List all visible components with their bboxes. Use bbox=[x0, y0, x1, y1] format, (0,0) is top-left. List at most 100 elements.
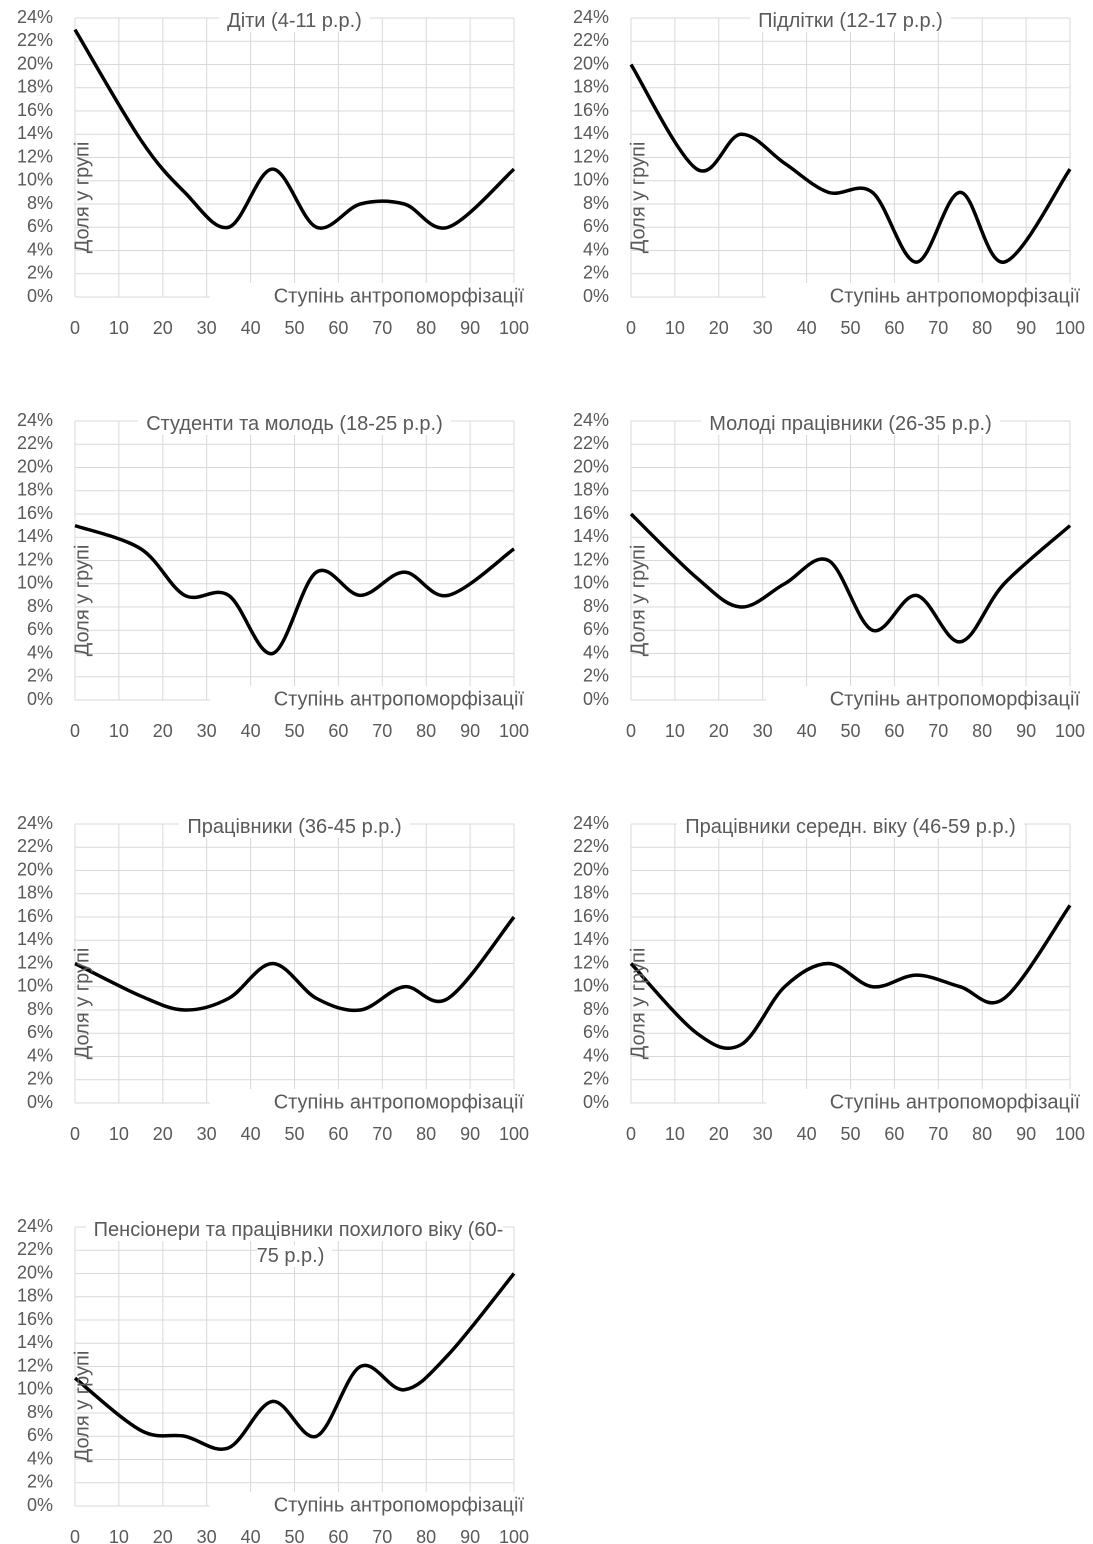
x-tick-label: 70 bbox=[372, 1527, 392, 1544]
y-tick-label: 8% bbox=[27, 1402, 53, 1422]
y-tick-label: 18% bbox=[573, 480, 609, 500]
title-box: Працівники (36-45 р.р.) bbox=[179, 816, 410, 838]
y-tick-label: 24% bbox=[17, 1216, 53, 1236]
x-axis-label-bg bbox=[210, 1492, 526, 1520]
y-tick-label: 20% bbox=[17, 53, 53, 73]
x-tick-label: 10 bbox=[109, 721, 129, 741]
x-tick-label: 0 bbox=[626, 318, 636, 338]
chart-title-wrap: Діти (4-11 р.р.) bbox=[80, 8, 510, 34]
x-axis-label-bg bbox=[766, 283, 1082, 311]
x-tick-label: 10 bbox=[109, 318, 129, 338]
y-tick-label: 8% bbox=[27, 193, 53, 213]
x-tick-label: 40 bbox=[241, 318, 261, 338]
x-tick-label: 50 bbox=[840, 318, 860, 338]
y-tick-label: 2% bbox=[27, 1472, 53, 1492]
x-tick-label: 40 bbox=[797, 318, 817, 338]
x-tick-label: 30 bbox=[197, 721, 217, 741]
x-tick-label: 80 bbox=[416, 318, 436, 338]
x-tick-label: 0 bbox=[70, 1527, 80, 1544]
y-tick-label: 14% bbox=[573, 123, 609, 143]
y-axis-label: Доля у групі bbox=[71, 948, 93, 1060]
x-tick-label: 100 bbox=[499, 1124, 529, 1144]
x-axis-label: Ступінь антропоморфізації bbox=[274, 285, 525, 307]
y-tick-label: 20% bbox=[573, 456, 609, 476]
y-tick-label: 6% bbox=[27, 619, 53, 639]
y-tick-label: 8% bbox=[27, 999, 53, 1019]
x-axis-label: Ступінь антропоморфізації bbox=[274, 688, 525, 710]
y-tick-label: 0% bbox=[583, 286, 609, 306]
x-tick-label: 70 bbox=[928, 721, 948, 741]
x-tick-label: 30 bbox=[753, 1124, 773, 1144]
y-tick-label: 18% bbox=[17, 77, 53, 97]
x-tick-label: 90 bbox=[1016, 721, 1036, 741]
y-tick-label: 4% bbox=[583, 239, 609, 259]
y-tick-label: 12% bbox=[573, 952, 609, 972]
y-tick-label: 22% bbox=[573, 433, 609, 453]
y-tick-label: 24% bbox=[573, 7, 609, 27]
y-tick-label: 14% bbox=[17, 1332, 53, 1352]
y-tick-label: 12% bbox=[17, 146, 53, 166]
x-tick-label: 10 bbox=[665, 1124, 685, 1144]
y-tick-label: 6% bbox=[583, 1022, 609, 1042]
y-tick-label: 10% bbox=[573, 976, 609, 996]
chart-title: Працівники середн. віку (46-59 р.р.) bbox=[677, 816, 1024, 838]
y-tick-label: 14% bbox=[17, 929, 53, 949]
y-tick-label: 0% bbox=[27, 1092, 53, 1112]
x-tick-label: 90 bbox=[1016, 318, 1036, 338]
x-tick-label: 20 bbox=[709, 318, 729, 338]
x-tick-label: 70 bbox=[372, 721, 392, 741]
x-tick-label: 60 bbox=[884, 318, 904, 338]
y-tick-label: 6% bbox=[27, 1022, 53, 1042]
x-tick-label: 100 bbox=[1055, 721, 1085, 741]
chart: 0% 2% 4% 6% 8% 10% 12% 14% 16% 18% 20% 22% 24% 0 10 20 3… bbox=[17, 7, 529, 338]
x-axis-label: Ступінь антропоморфізації bbox=[274, 1494, 525, 1516]
x-tick-label: 30 bbox=[197, 1527, 217, 1544]
y-axis-label: Доля у групі bbox=[627, 545, 649, 657]
x-tick-label: 40 bbox=[241, 1527, 261, 1544]
y-tick-label: 4% bbox=[27, 1448, 53, 1468]
y-tick-label: 12% bbox=[573, 146, 609, 166]
y-tick-label: 10% bbox=[573, 573, 609, 593]
y-tick-label: 6% bbox=[27, 1425, 53, 1445]
data-line bbox=[73, 28, 516, 230]
x-tick-label: 90 bbox=[460, 1527, 480, 1544]
x-tick-label: 90 bbox=[1016, 1124, 1036, 1144]
y-tick-label: 16% bbox=[17, 1309, 53, 1329]
chart-title: Пенсіонери та працівники похилого віку (… bbox=[85, 1219, 504, 1267]
x-tick-label: 20 bbox=[709, 721, 729, 741]
x-tick-label: 60 bbox=[328, 318, 348, 338]
x-tick-label: 100 bbox=[499, 721, 529, 741]
y-tick-label: 16% bbox=[573, 100, 609, 120]
x-axis-label: Ступінь антропоморфізації bbox=[830, 1091, 1081, 1113]
y-tick-label: 8% bbox=[583, 596, 609, 616]
chart-title: Студенти та молодь (18-25 р.р.) bbox=[138, 413, 451, 435]
chart-title: Діти (4-11 р.р.) bbox=[219, 10, 370, 32]
y-tick-label: 4% bbox=[27, 239, 53, 259]
x-axis-label: Ступінь антропоморфізації bbox=[830, 285, 1081, 307]
y-tick-label: 24% bbox=[573, 813, 609, 833]
y-tick-label: 20% bbox=[17, 456, 53, 476]
x-tick-label: 80 bbox=[972, 721, 992, 741]
x-tick-label: 0 bbox=[626, 1124, 636, 1144]
x-tick-label: 30 bbox=[753, 318, 773, 338]
x-tick-label: 100 bbox=[499, 318, 529, 338]
x-tick-label: 80 bbox=[972, 318, 992, 338]
x-axis-label-bg bbox=[210, 1089, 526, 1117]
y-tick-label: 14% bbox=[573, 526, 609, 546]
y-tick-label: 6% bbox=[583, 216, 609, 236]
x-axis-label-bg bbox=[210, 283, 526, 311]
y-tick-label: 8% bbox=[583, 999, 609, 1019]
chart-title: Молоді працівники (26-35 р.р.) bbox=[701, 413, 1000, 435]
y-tick-label: 16% bbox=[17, 906, 53, 926]
y-tick-label: 24% bbox=[17, 410, 53, 430]
y-tick-label: 6% bbox=[27, 216, 53, 236]
x-tick-label: 90 bbox=[460, 1124, 480, 1144]
y-tick-label: 22% bbox=[573, 30, 609, 50]
y-tick-label: 12% bbox=[17, 549, 53, 569]
x-tick-label: 50 bbox=[284, 721, 304, 741]
x-tick-label: 80 bbox=[416, 1527, 436, 1544]
chart: 0% 2% 4% 6% 8% 10% 12% 14% 16% 18% 20% 22% 24% 0 10 20 3… bbox=[573, 410, 1085, 741]
title-box: Студенти та молодь (18-25 р.р.) bbox=[80, 411, 510, 437]
chart-title-wrap: Студенти та молодь (18-25 р.р.) bbox=[80, 411, 510, 437]
y-tick-label: 0% bbox=[583, 1092, 609, 1112]
